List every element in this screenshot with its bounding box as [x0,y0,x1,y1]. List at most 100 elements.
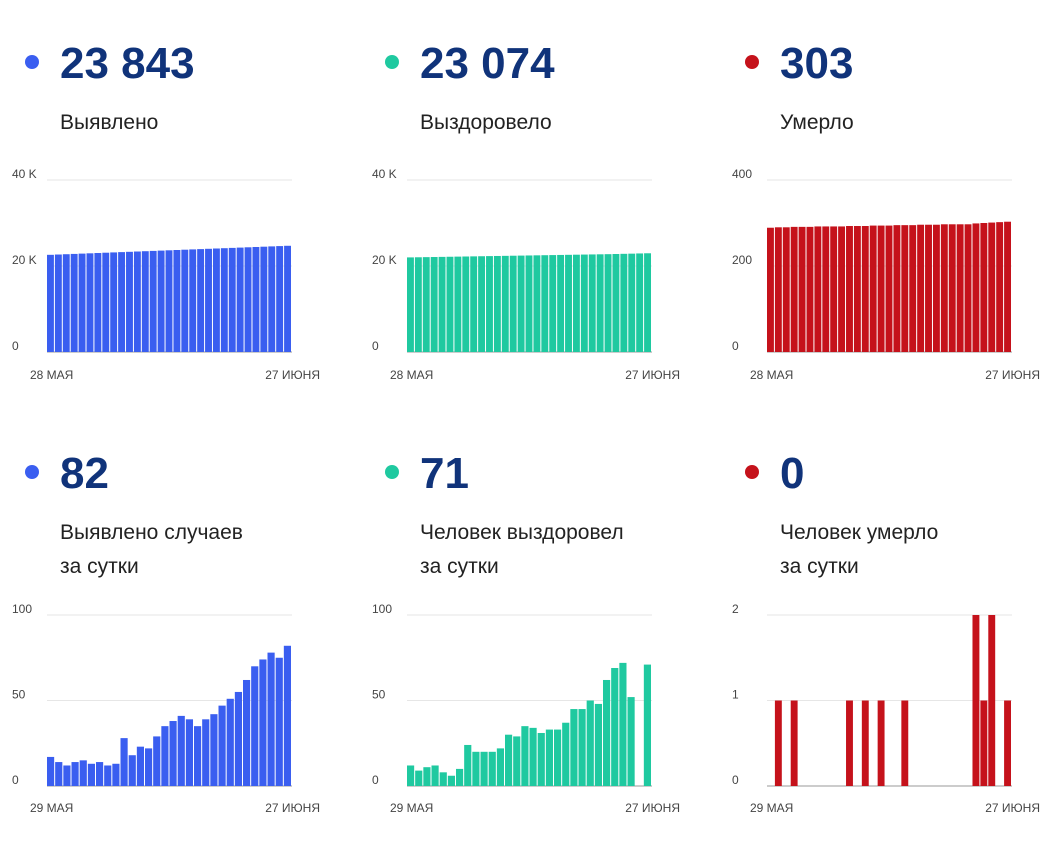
daily-recovered-bar [415,770,423,786]
daily-detected-bar [275,657,283,786]
total-deaths-bar [925,224,932,352]
total-detected-xtick-start: 28 МАЯ [30,368,73,382]
total-recovered-legend-dot [385,55,399,69]
total-detected-bar [70,253,78,352]
daily-recovered-bar [586,700,594,786]
daily-recovered-ytick-label: 100 [372,602,392,616]
daily-recovered-bar [529,727,537,786]
total-recovered-bar [446,256,454,352]
daily-recovered-bar [521,726,529,786]
total-recovered-label-line1: Выздоровело [420,111,552,134]
daily-recovered-bar [562,722,570,786]
total-deaths-bar [940,224,948,352]
total-deaths-ytick-label: 400 [732,167,752,181]
total-detected-xtick-end: 27 ИЮНЯ [265,368,320,382]
daily-deaths-ytick-label: 1 [732,688,739,702]
daily-detected-bar [112,763,120,786]
total-recovered-xtick-start: 28 МАЯ [390,368,433,382]
daily-deaths-bar [790,700,798,786]
total-deaths-bar [838,226,846,352]
daily-detected-bar [128,755,136,786]
daily-detected-bar [161,726,169,786]
total-recovered-bar [462,256,470,352]
daily-recovered-bar [423,767,431,786]
total-deaths-bar [767,227,774,352]
daily-detected-ytick-label: 100 [12,602,32,616]
total-recovered-value: 23 074 [420,39,555,88]
total-detected-label-line1: Выявлено [60,111,159,134]
total-detected-bar [284,245,291,352]
total-detected-bar [78,253,86,352]
daily-detected-bar [63,765,71,786]
total-deaths-bar [893,225,901,352]
total-recovered-xtick-end: 27 ИЮНЯ [625,368,680,382]
total-detected-bar [54,254,62,352]
total-detected-bar [236,247,244,352]
daily-recovered-chart: 0 50 100 29 МАЯ 27 ИЮНЯ [372,602,680,815]
total-recovered-bar [557,254,565,352]
total-detected-bar [268,246,276,352]
total-deaths-xtick-end: 27 ИЮНЯ [985,368,1040,382]
daily-detected-bar [55,762,63,786]
daily-detected-bar [177,715,185,786]
daily-deaths-bar [877,700,885,786]
daily-detected-bar [234,691,242,786]
total-detected-bar [133,251,141,352]
total-deaths-chart: 0 200 400 28 МАЯ 27 ИЮНЯ [732,167,1040,382]
daily-recovered-bar [554,729,562,786]
daily-recovered-bar [611,668,619,786]
total-deaths-bar [980,223,988,352]
total-recovered-bar [493,255,501,352]
total-deaths-bar [932,224,940,352]
total-detected-bar [47,254,54,352]
total-recovered-bar [501,255,509,352]
total-recovered-bar [636,253,644,352]
total-recovered-ytick-label: 40 K [372,167,397,181]
daily-recovered-bar [513,736,521,786]
daily-recovered-bar [480,751,488,786]
total-recovered-bar [612,254,620,352]
total-deaths-bar [869,225,877,352]
daily-detected-bar [194,726,202,786]
total-detected-bar [118,252,126,352]
total-deaths-bar [1004,221,1011,352]
daily-recovered-bar [447,775,455,786]
total-detected-chart: 0 20 K 40 K 28 МАЯ 27 ИЮНЯ [12,167,320,382]
daily-recovered-bar [456,768,464,786]
daily-recovered-bar [627,697,635,786]
daily-recovered-ytick-label: 50 [372,688,386,702]
total-detected-bar [276,246,284,352]
total-deaths-bar [830,226,838,352]
total-detected-bar [173,250,181,352]
total-deaths-bar [790,226,798,352]
total-recovered-bar [430,257,438,352]
daily-deaths-xtick-end: 27 ИЮНЯ [985,801,1040,815]
total-recovered-bar [588,254,596,352]
daily-deaths-bar [980,700,988,786]
total-recovered-bar [414,257,422,352]
daily-deaths-xtick-start: 29 МАЯ [750,801,793,815]
daily-detected-bar [210,714,218,786]
total-deaths-bar [948,224,956,352]
total-recovered-bar [438,256,446,352]
daily-detected-legend-dot [25,465,39,479]
total-detected-bar [110,252,118,352]
total-detected-bar [86,253,94,352]
total-deaths-bar [782,227,790,352]
total-recovered-bar [478,256,486,352]
total-recovered-bar [604,254,612,352]
total-recovered-bar [470,256,478,352]
total-recovered-label: Выздоровело [420,106,552,140]
total-deaths-bar [877,225,885,352]
daily-detected-value: 82 [60,449,109,498]
total-detected-legend-dot [25,55,39,69]
total-detected-bar [244,247,252,352]
total-deaths-xtick-start: 28 МАЯ [750,368,793,382]
daily-recovered-bar [603,679,611,786]
total-recovered-bar [422,257,430,352]
daily-detected-xtick-end: 27 ИЮНЯ [265,801,320,815]
total-deaths-bar [901,225,909,352]
daily-recovered-xtick-end: 27 ИЮНЯ [625,801,680,815]
total-deaths-ytick-label: 200 [732,253,752,267]
total-recovered-bar [517,255,525,352]
